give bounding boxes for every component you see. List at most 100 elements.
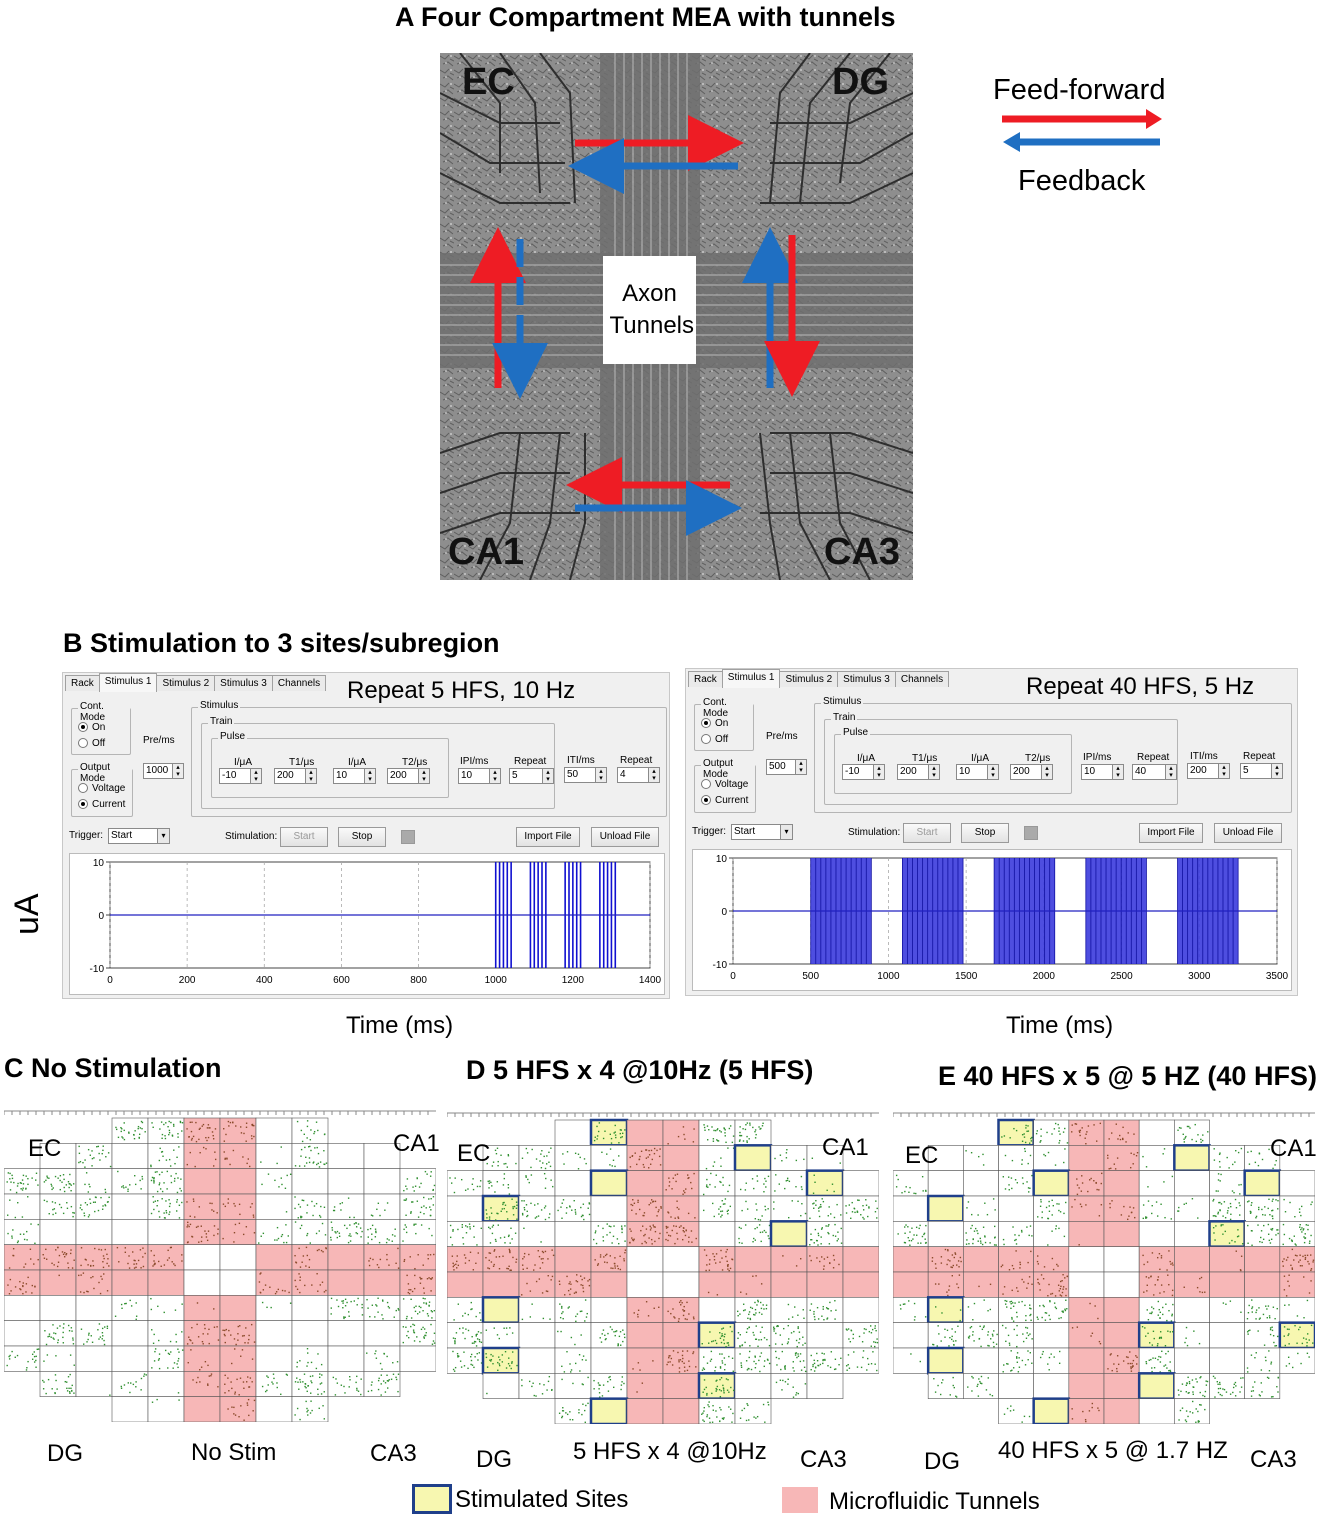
spike-dot [935,1267,937,1269]
spinner-arrows-icon[interactable]: ▴ ▾ [543,768,554,784]
spike-dot [1266,1308,1268,1310]
spike-dot [810,1354,812,1357]
spike-dot [667,1239,669,1242]
input-i_ua1[interactable]: -10 ▴ ▾ [842,764,885,780]
spike-dot [800,1175,803,1178]
cont-mode-off-radio[interactable]: Off [78,738,105,749]
stop-button[interactable]: Stop [338,827,386,847]
tab-rack[interactable]: Rack [688,671,723,687]
spinner-arrows-icon[interactable]: ▴ ▾ [1042,764,1053,780]
spike-dot [1258,1153,1261,1155]
output-current-radio[interactable]: Current [78,799,125,810]
input-t1[interactable]: 200 ▴ ▾ [274,768,317,784]
spike-dot [1076,1178,1078,1180]
input-repeat1[interactable]: 5 ▴ ▾ [509,768,554,784]
spike-dot [1222,1224,1224,1226]
spike-dot [1181,1383,1184,1385]
input-ipi[interactable]: 10 ▴ ▾ [1081,764,1124,780]
input-t1[interactable]: 200 ▴ ▾ [897,764,940,780]
spike-dot [1242,1377,1244,1379]
spinner-arrows-icon[interactable]: ▴ ▾ [490,768,501,784]
spike-dot [566,1207,568,1209]
pre-ms-input[interactable]: 1000 ▴ ▾ [143,763,184,779]
unload-file-button[interactable]: Unload File [1214,823,1282,843]
spinner-arrows-icon[interactable]: ▴ ▾ [173,763,184,779]
spike-dot [546,1389,548,1391]
spinner-arrows-icon[interactable]: ▴ ▾ [365,768,376,784]
tab-channels[interactable]: Channels [271,675,327,691]
input-iti[interactable]: 200 ▴ ▾ [1187,763,1230,779]
spike-dot [719,1180,721,1183]
start-button[interactable]: Start [903,823,951,843]
tab-stimulus-3[interactable]: Stimulus 3 [837,671,896,687]
cont-mode-off-radio[interactable]: Off [701,734,728,745]
tab-stimulus-1[interactable]: Stimulus 1 [721,669,781,688]
spike-dot [767,1401,769,1404]
tunnel-cell [219,1143,257,1169]
cont-mode-on-radio[interactable]: On [78,722,105,733]
spike-dot [1187,1415,1189,1418]
input-ipi[interactable]: 10 ▴ ▾ [458,768,501,784]
trigger-select[interactable]: Start ▾ [108,828,170,844]
tab-stimulus-2[interactable]: Stimulus 2 [156,675,216,691]
spike-dot [982,1153,984,1156]
spike-dot [91,1165,93,1167]
spike-dot [213,1308,215,1310]
output-voltage-radio[interactable]: Voltage [78,783,125,794]
input-i_ua2[interactable]: 10 ▴ ▾ [333,768,376,784]
spinner-arrows-icon[interactable]: ▴ ▾ [596,767,607,783]
input-repeat2[interactable]: 4 ▴ ▾ [617,767,660,783]
spinner-arrows-icon[interactable]: ▴ ▾ [306,768,317,784]
spinner-arrows-icon[interactable]: ▴ ▾ [929,764,940,780]
spike-dot [817,1234,820,1237]
tab-stimulus-3[interactable]: Stimulus 3 [214,675,273,691]
spinner-arrows-icon[interactable]: ▴ ▾ [874,764,885,780]
spike-dot [752,1275,754,1277]
spike-dot [976,1230,978,1232]
tunnel-cell [327,1269,365,1296]
input-i_ua1[interactable]: -10 ▴ ▾ [219,768,262,784]
spinner-arrows-icon[interactable]: ▴ ▾ [1272,763,1283,779]
spinner-arrows-icon[interactable]: ▴ ▾ [1219,763,1230,779]
spike-dot [179,1187,181,1190]
spinner-arrows-icon[interactable]: ▴ ▾ [419,768,430,784]
spike-dot [618,1155,620,1157]
spike-dot [1219,1166,1221,1168]
spike-dot [294,1165,297,1167]
spike-dot [582,1290,585,1293]
spinner-arrows-icon[interactable]: ▴ ▾ [251,768,262,784]
input-t2[interactable]: 200 ▴ ▾ [1010,764,1053,780]
tab-rack[interactable]: Rack [65,675,100,691]
spike-dot [509,1327,511,1329]
spike-dot [343,1316,345,1318]
output-voltage-radio[interactable]: Voltage [701,779,748,790]
spinner-arrows-icon[interactable]: ▴ ▾ [1166,764,1177,780]
trigger-select[interactable]: Start ▾ [731,824,793,840]
tab-channels[interactable]: Channels [894,671,950,687]
spinner-arrows-icon[interactable]: ▴ ▾ [796,759,807,775]
spike-dot [323,1391,325,1393]
start-button[interactable]: Start [280,827,328,847]
cont-mode-on-radio[interactable]: On [701,718,728,729]
spike-dot [100,1275,102,1278]
spinner-arrows-icon[interactable]: ▴ ▾ [649,767,660,783]
electrode-cell [1174,1373,1210,1399]
input-i_ua1-value: -10 [842,764,874,780]
spinner-arrows-icon[interactable]: ▴ ▾ [988,764,999,780]
input-repeat1[interactable]: 40 ▴ ▾ [1132,764,1177,780]
input-i_ua2[interactable]: 10 ▴ ▾ [956,764,999,780]
input-t2[interactable]: 200 ▴ ▾ [387,768,430,784]
output-current-radio[interactable]: Current [701,795,748,806]
input-iti[interactable]: 50 ▴ ▾ [564,767,607,783]
tab-stimulus-1[interactable]: Stimulus 1 [98,673,158,692]
spinner-arrows-icon[interactable]: ▴ ▾ [1113,764,1124,780]
unload-file-button[interactable]: Unload File [591,827,659,847]
input-repeat2[interactable]: 5 ▴ ▾ [1240,763,1283,779]
spike-dot [561,1415,564,1418]
import-file-button[interactable]: Import File [516,827,580,847]
tab-stimulus-2[interactable]: Stimulus 2 [779,671,839,687]
stop-button[interactable]: Stop [961,823,1009,843]
import-file-button[interactable]: Import File [1139,823,1203,843]
spike-dot [791,1316,794,1318]
pre-ms-input[interactable]: 500 ▴ ▾ [766,759,807,775]
